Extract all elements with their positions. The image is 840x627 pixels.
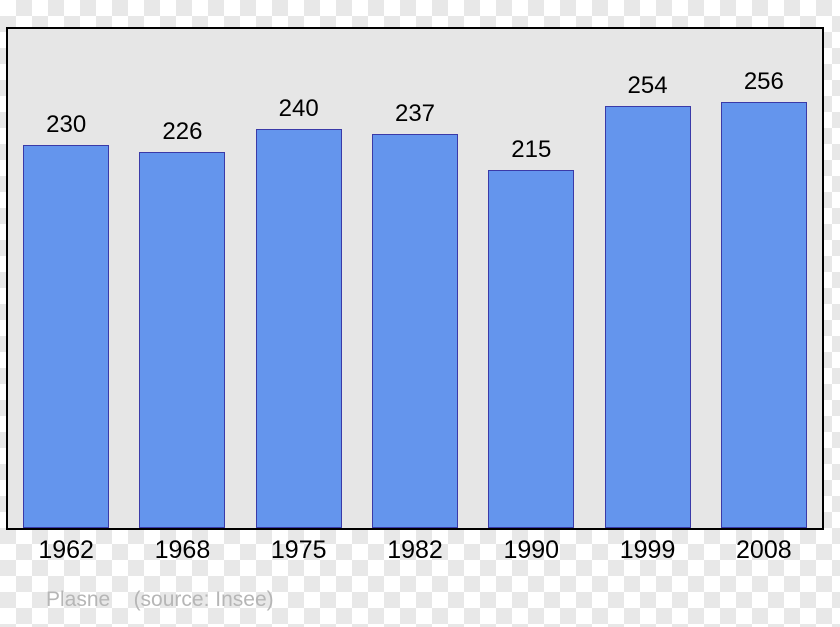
- category-label-1990: 1990: [503, 536, 559, 565]
- bar-2008: [721, 102, 807, 528]
- category-label-1999: 1999: [620, 536, 676, 565]
- bar-1968: [139, 152, 225, 528]
- value-label-1975: 240: [279, 95, 319, 123]
- value-label-1990: 215: [511, 136, 551, 164]
- bar-1999: [605, 106, 691, 528]
- bar-1975: [256, 129, 342, 528]
- category-label-1962: 1962: [38, 536, 94, 565]
- value-label-1999: 254: [628, 72, 668, 100]
- bar-1962: [23, 145, 109, 528]
- category-label-2008: 2008: [736, 536, 792, 565]
- value-label-1982: 237: [395, 100, 435, 128]
- value-label-1968: 226: [162, 118, 202, 146]
- caption-source: (source: Insee): [134, 588, 274, 611]
- chart-caption: Plasne (source: Insee): [46, 588, 274, 612]
- bar-1982: [372, 134, 458, 528]
- value-label-2008: 256: [744, 68, 784, 96]
- category-label-1975: 1975: [271, 536, 327, 565]
- category-label-1968: 1968: [155, 536, 211, 565]
- bar-1990: [488, 170, 574, 528]
- caption-location: Plasne: [46, 588, 110, 611]
- category-label-1982: 1982: [387, 536, 443, 565]
- value-label-1962: 230: [46, 111, 86, 139]
